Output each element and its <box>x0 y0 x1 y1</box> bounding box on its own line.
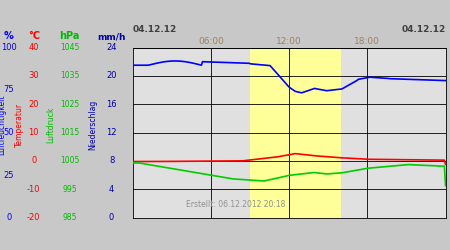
Text: 04.12.12: 04.12.12 <box>133 25 177 34</box>
Text: 12: 12 <box>106 128 117 137</box>
Text: Temperatur: Temperatur <box>15 103 24 147</box>
Text: 1035: 1035 <box>60 71 80 80</box>
Text: %: % <box>4 31 14 41</box>
Text: -10: -10 <box>27 185 40 194</box>
Text: 0: 0 <box>31 156 36 165</box>
Text: 1045: 1045 <box>60 43 80 52</box>
Text: hPa: hPa <box>59 31 80 41</box>
Text: 985: 985 <box>63 213 77 222</box>
Text: 20: 20 <box>28 100 39 109</box>
Text: °C: °C <box>28 31 40 41</box>
Text: 995: 995 <box>63 185 77 194</box>
Text: 1005: 1005 <box>60 156 80 165</box>
Text: 0: 0 <box>6 213 12 222</box>
Text: 0: 0 <box>109 213 114 222</box>
Text: 50: 50 <box>4 128 14 137</box>
Text: 24: 24 <box>106 43 117 52</box>
Text: 25: 25 <box>4 170 14 179</box>
Text: mm/h: mm/h <box>97 32 126 41</box>
Text: 04.12.12: 04.12.12 <box>401 25 446 34</box>
Text: 1015: 1015 <box>60 128 79 137</box>
Text: 1025: 1025 <box>60 100 79 109</box>
Text: 10: 10 <box>28 128 39 137</box>
Text: 30: 30 <box>28 71 39 80</box>
Text: Luftfeuchtigkeit: Luftfeuchtigkeit <box>0 95 6 155</box>
Text: 4: 4 <box>109 185 114 194</box>
Text: 20: 20 <box>106 71 117 80</box>
Text: -20: -20 <box>27 213 40 222</box>
Bar <box>250 48 342 217</box>
Text: 16: 16 <box>106 100 117 109</box>
Text: 75: 75 <box>4 86 14 94</box>
Text: Niederschlag: Niederschlag <box>88 100 97 150</box>
Text: 8: 8 <box>109 156 114 165</box>
Text: 100: 100 <box>1 43 17 52</box>
Text: Erstellt: 06.12.2012 20:18: Erstellt: 06.12.2012 20:18 <box>186 200 286 209</box>
Text: Luftdruck: Luftdruck <box>46 107 55 143</box>
Text: 40: 40 <box>28 43 39 52</box>
